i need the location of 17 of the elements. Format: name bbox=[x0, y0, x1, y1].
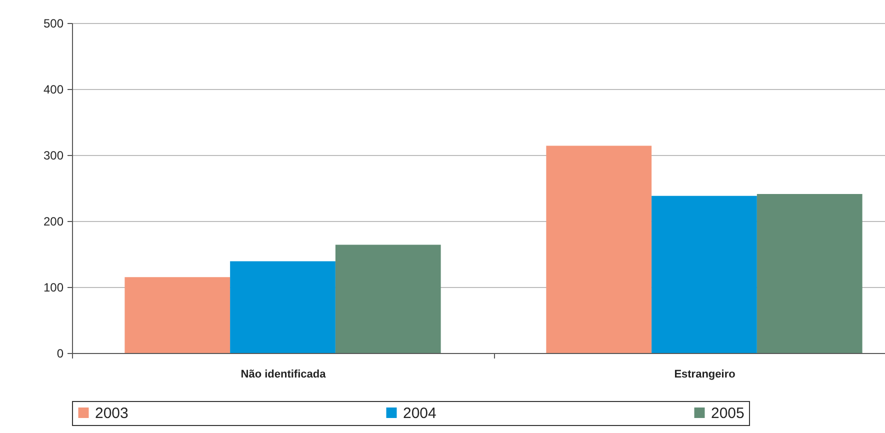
y-tick-label: 400 bbox=[43, 82, 64, 96]
y-tick-label: 0 bbox=[56, 346, 64, 360]
bar bbox=[652, 196, 757, 353]
y-tick-label: 300 bbox=[43, 148, 64, 162]
y-tick-label: 100 bbox=[43, 280, 64, 294]
y-tick-label: 200 bbox=[43, 214, 64, 228]
bar bbox=[230, 261, 336, 353]
y-tick-label: 500 bbox=[43, 16, 64, 30]
bar bbox=[335, 244, 441, 353]
legend-label: 2003 bbox=[95, 404, 128, 422]
legend-label: 2005 bbox=[711, 404, 744, 422]
bar bbox=[124, 277, 230, 353]
x-tick-label: Não identificada bbox=[240, 368, 327, 380]
bar bbox=[756, 194, 862, 353]
legend-label: 2004 bbox=[403, 404, 436, 422]
x-tick-label: Estrangeiro bbox=[674, 368, 736, 380]
bar bbox=[546, 146, 652, 353]
